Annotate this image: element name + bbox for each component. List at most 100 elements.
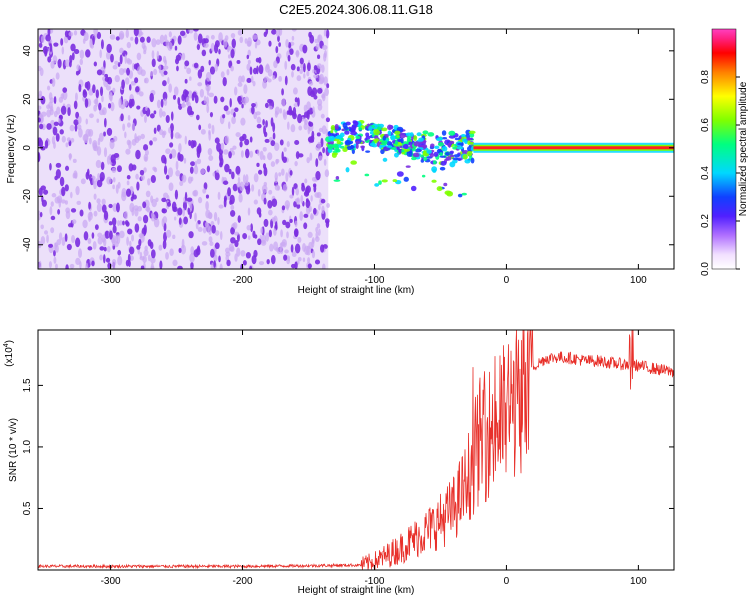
noise-blob	[213, 260, 216, 268]
signal-blob	[464, 140, 468, 144]
noise-blob	[200, 168, 206, 175]
signal-blob	[440, 160, 447, 166]
noise-blob	[119, 230, 125, 239]
noise-blob	[284, 60, 288, 70]
noise-blob	[98, 102, 102, 111]
noise-blob	[88, 201, 92, 210]
noise-blob	[264, 138, 270, 143]
noise-blob	[285, 221, 291, 229]
noise-blob	[71, 52, 75, 61]
spectrogram-ylabel: Frequency (Hz)	[6, 115, 17, 184]
noise-blob	[236, 233, 240, 242]
noise-blob	[52, 55, 58, 64]
noise-blob	[60, 105, 67, 115]
noise-blob	[258, 57, 262, 64]
noise-blob	[60, 199, 66, 204]
noise-blob	[91, 260, 95, 267]
noise-blob	[198, 124, 202, 131]
noise-blob	[136, 135, 142, 141]
spectrogram-region	[38, 29, 331, 269]
noise-blob	[306, 62, 311, 72]
noise-blob	[149, 113, 155, 119]
noise-blob	[48, 243, 54, 248]
noise-blob	[286, 204, 289, 211]
noise-blob	[161, 131, 166, 139]
noise-blob	[313, 207, 317, 215]
noise-blob	[291, 29, 297, 32]
noise-blob	[110, 53, 114, 63]
noise-blob	[272, 132, 276, 140]
noise-blob	[256, 162, 260, 167]
noise-blob	[320, 198, 326, 204]
noise-blob	[82, 134, 89, 142]
signal-blob	[441, 130, 447, 136]
noise-blob	[134, 208, 139, 217]
x-tick-label: -300	[101, 275, 121, 286]
noise-blob	[323, 158, 327, 166]
noise-blob	[256, 116, 262, 124]
noise-blob	[83, 31, 89, 42]
noise-blob	[60, 38, 64, 46]
noise-blob	[245, 252, 251, 259]
noise-blob	[223, 149, 229, 155]
noise-blob	[307, 257, 311, 264]
noise-blob	[50, 201, 54, 207]
noise-blob	[316, 132, 321, 137]
noise-blob	[64, 233, 68, 242]
noise-blob	[126, 57, 131, 64]
noise-blob	[46, 85, 51, 91]
noise-blob	[82, 219, 88, 229]
noise-blob	[75, 111, 80, 119]
noise-blob	[101, 95, 104, 103]
noise-blob	[121, 79, 125, 90]
noise-blob	[262, 163, 267, 170]
noise-blob	[296, 203, 301, 209]
noise-blob	[274, 172, 278, 181]
carrier-core	[473, 146, 674, 150]
noise-blob	[122, 220, 125, 226]
noise-blob	[93, 61, 97, 67]
noise-blob	[112, 64, 118, 70]
signal-blob	[374, 183, 380, 187]
noise-blob	[141, 42, 146, 49]
noise-blob	[93, 145, 99, 152]
noise-blob	[131, 164, 137, 171]
noise-blob	[185, 96, 190, 106]
noise-blob	[105, 51, 111, 60]
noise-blob	[178, 217, 182, 225]
noise-blob	[110, 101, 115, 112]
noise-blob	[68, 31, 74, 37]
noise-blob	[296, 66, 300, 72]
signal-blob	[406, 135, 412, 140]
noise-blob	[105, 257, 111, 263]
noise-blob	[128, 246, 135, 255]
noise-blob	[152, 137, 158, 142]
noise-blob	[202, 188, 207, 194]
signal-blob	[470, 157, 475, 164]
noise-blob	[64, 59, 70, 68]
signal-blob	[381, 140, 388, 146]
noise-blob	[58, 232, 63, 241]
noise-blob	[165, 39, 170, 48]
noise-blob	[314, 38, 319, 44]
noise-blob	[158, 107, 163, 118]
signal-blob	[355, 143, 359, 149]
noise-blob	[277, 35, 280, 43]
noise-blob	[247, 235, 251, 240]
noise-blob	[113, 135, 118, 142]
noise-blob	[196, 158, 202, 165]
signal-blob	[334, 135, 341, 139]
signal-blob	[445, 158, 450, 161]
signal-blob	[464, 159, 471, 164]
noise-blob	[77, 115, 82, 124]
noise-blob	[108, 91, 113, 101]
noise-blob	[175, 54, 182, 61]
signal-blob	[435, 137, 443, 142]
noise-blob	[222, 180, 229, 185]
noise-blob	[291, 71, 294, 78]
noise-blob	[116, 165, 122, 173]
noise-blob	[325, 29, 330, 39]
noise-blob	[263, 131, 268, 138]
noise-blob	[315, 158, 319, 168]
noise-blob	[89, 113, 94, 119]
